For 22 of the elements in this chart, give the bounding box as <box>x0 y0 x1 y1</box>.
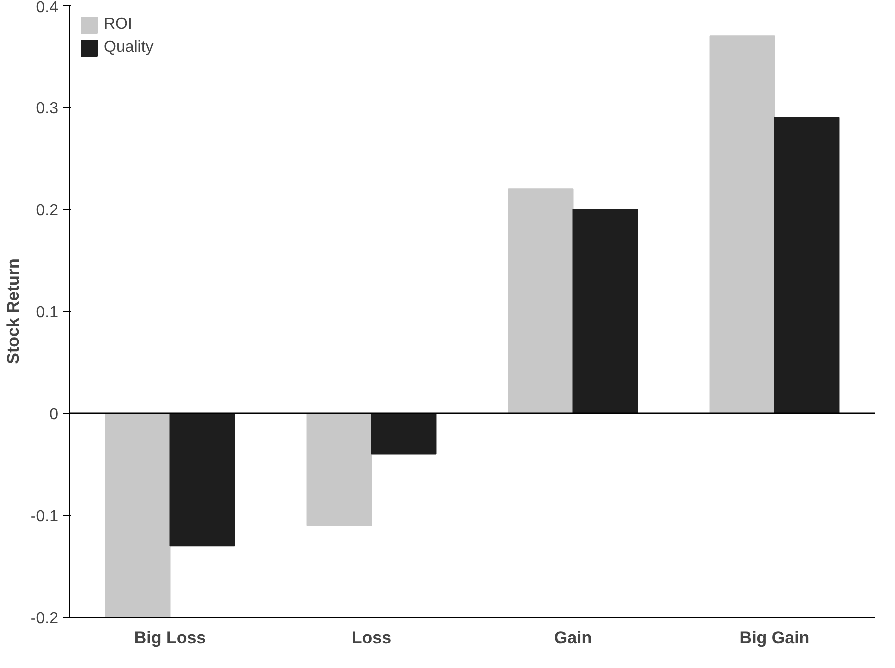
y-axis-title: Stock Return <box>4 258 23 364</box>
y-tick-label: 0.2 <box>36 202 59 220</box>
y-tick-label: 0.3 <box>36 100 59 118</box>
y-tick-label: 0.4 <box>36 0 59 16</box>
x-tick-label: Gain <box>554 628 592 648</box>
x-tick-label: Big Gain <box>740 628 810 648</box>
y-tick-label: 0.1 <box>36 304 59 322</box>
legend-label: ROI <box>104 16 132 34</box>
bar <box>170 413 236 547</box>
bar <box>710 36 776 414</box>
legend-label: Quality <box>104 39 154 57</box>
bar <box>105 413 171 618</box>
bar <box>774 117 840 414</box>
y-tick-label: -0.2 <box>30 610 59 628</box>
bar <box>508 188 574 414</box>
y-tick-label: 0 <box>50 406 59 424</box>
y-tick-label: -0.1 <box>30 508 59 526</box>
bar <box>371 413 437 455</box>
bar <box>572 209 638 414</box>
x-tick-label: Loss <box>352 628 392 648</box>
bar <box>306 413 372 526</box>
x-tick-label: Big Loss <box>134 628 206 648</box>
